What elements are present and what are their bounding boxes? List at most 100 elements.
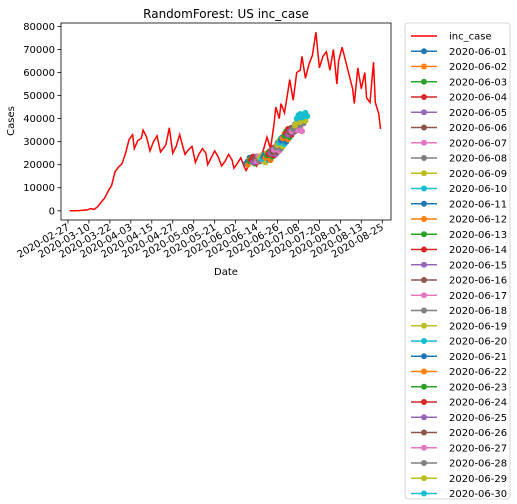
legend-label: 2020-06-04 [449, 93, 507, 104]
series-forecast-2020-06-30 [293, 109, 311, 122]
legend-label: 2020-06-01 [449, 47, 507, 58]
legend-entry: 2020-06-30 [411, 489, 507, 500]
legend-entry: 2020-06-16 [411, 276, 507, 287]
legend-marker [421, 200, 427, 207]
legend-marker [421, 124, 427, 131]
legend-entry: 2020-06-07 [411, 138, 507, 149]
legend-marker [421, 277, 427, 283]
legend-label: 2020-06-07 [449, 138, 507, 149]
legend-label: 2020-06-21 [449, 352, 507, 363]
legend-marker [421, 48, 427, 55]
plot-area [69, 32, 382, 212]
legend-label: 2020-06-22 [449, 367, 507, 378]
legend-entry: 2020-06-03 [411, 77, 507, 88]
legend-entry: 2020-06-25 [411, 413, 507, 424]
legend-marker [421, 78, 427, 85]
y-tick-label: 80000 [23, 22, 55, 33]
y-tick-label: 30000 [23, 137, 55, 148]
legend-marker [421, 170, 427, 177]
legend-label: 2020-06-16 [449, 276, 507, 287]
y-tick-label: 40000 [23, 114, 55, 125]
legend-entry: 2020-06-19 [411, 321, 507, 332]
legend-entry: 2020-06-22 [411, 367, 507, 378]
legend-marker [421, 185, 427, 192]
legend-label: 2020-06-05 [449, 108, 507, 119]
legend-label: 2020-06-25 [449, 413, 507, 424]
legend-entry: 2020-06-10 [411, 184, 507, 195]
legend-marker [421, 429, 427, 436]
legend-marker [421, 139, 427, 146]
legend-marker [421, 444, 427, 451]
legend-label: 2020-06-23 [449, 382, 507, 393]
legend-marker [421, 246, 427, 253]
legend-label: inc_case [449, 32, 492, 43]
y-tick-label: 0 [49, 206, 55, 217]
legend-entry: 2020-06-02 [411, 62, 507, 73]
legend-marker [421, 216, 427, 222]
legend-marker [421, 414, 427, 421]
legend: inc_case 2020-06-01 2020-06-02 2020-06-03 20… [404, 22, 511, 500]
y-axis-label: Cases [6, 106, 17, 136]
x-axis: 2020-02-272020-03-102020-03-222020-04-03… [16, 220, 386, 261]
legend-entry: 2020-06-26 [411, 428, 507, 439]
legend-marker [421, 292, 427, 299]
legend-entry: 2020-06-06 [411, 123, 507, 134]
legend-marker [421, 307, 427, 314]
legend-entry: 2020-06-12 [411, 215, 507, 226]
forecast-point [304, 113, 311, 120]
y-tick-label: 10000 [23, 183, 55, 194]
legend-label: 2020-06-13 [449, 230, 507, 241]
legend-label: 2020-06-09 [449, 169, 507, 180]
legend-label: 2020-06-30 [449, 489, 507, 500]
legend-marker [421, 490, 427, 497]
legend-label: 2020-06-15 [449, 260, 507, 271]
legend-entry: 2020-06-14 [411, 245, 507, 256]
legend-label: 2020-06-02 [449, 62, 507, 73]
legend-entry: 2020-06-23 [411, 382, 507, 393]
legend-label: 2020-06-11 [449, 199, 507, 210]
legend-entry: 2020-06-05 [411, 108, 507, 119]
legend-marker [421, 338, 427, 344]
chart-title: RandomForest: US inc_case [143, 7, 309, 21]
legend-marker [421, 109, 427, 116]
legend-label: 2020-06-20 [449, 337, 507, 348]
y-tick-label: 50000 [23, 91, 55, 102]
legend-label: 2020-06-10 [449, 184, 507, 195]
legend-marker [421, 261, 427, 268]
legend-label: 2020-06-28 [449, 459, 507, 470]
legend-entry: 2020-06-01 [411, 47, 507, 58]
legend-marker [421, 322, 427, 329]
y-tick-label: 60000 [23, 68, 55, 79]
legend-entry: 2020-06-27 [411, 443, 507, 454]
legend-label: 2020-06-26 [449, 428, 507, 439]
y-tick-label: 20000 [23, 160, 55, 171]
legend-entry: 2020-06-28 [411, 459, 507, 470]
legend-marker [421, 399, 427, 405]
legend-marker [421, 460, 427, 466]
legend-entry: 2020-06-20 [411, 337, 507, 348]
legend-entry: 2020-06-24 [411, 398, 507, 409]
legend-label: 2020-06-27 [449, 443, 507, 454]
legend-entry: 2020-06-08 [411, 154, 507, 165]
legend-entry: 2020-06-04 [411, 93, 507, 104]
legend-marker [421, 94, 427, 100]
legend-label: 2020-06-08 [449, 154, 507, 165]
legend-label: 2020-06-14 [449, 245, 507, 256]
forecast-point [299, 128, 305, 135]
legend-label: 2020-06-19 [449, 321, 507, 332]
legend-label: 2020-06-12 [449, 215, 507, 226]
legend-marker [421, 353, 427, 360]
plot-frame [60, 22, 392, 221]
legend-entry: 2020-06-15 [411, 260, 507, 271]
legend-marker [421, 63, 427, 70]
x-axis-label: Date [214, 267, 238, 278]
legend-entry: 2020-06-09 [411, 169, 507, 180]
legend-marker [421, 231, 427, 238]
y-tick-label: 70000 [23, 45, 55, 56]
legend-entry: 2020-06-11 [411, 199, 507, 210]
legend-entry: inc_case [411, 32, 492, 43]
legend-label: 2020-06-24 [449, 398, 507, 409]
legend-marker [421, 155, 427, 161]
legend-entry: 2020-06-18 [411, 306, 507, 317]
